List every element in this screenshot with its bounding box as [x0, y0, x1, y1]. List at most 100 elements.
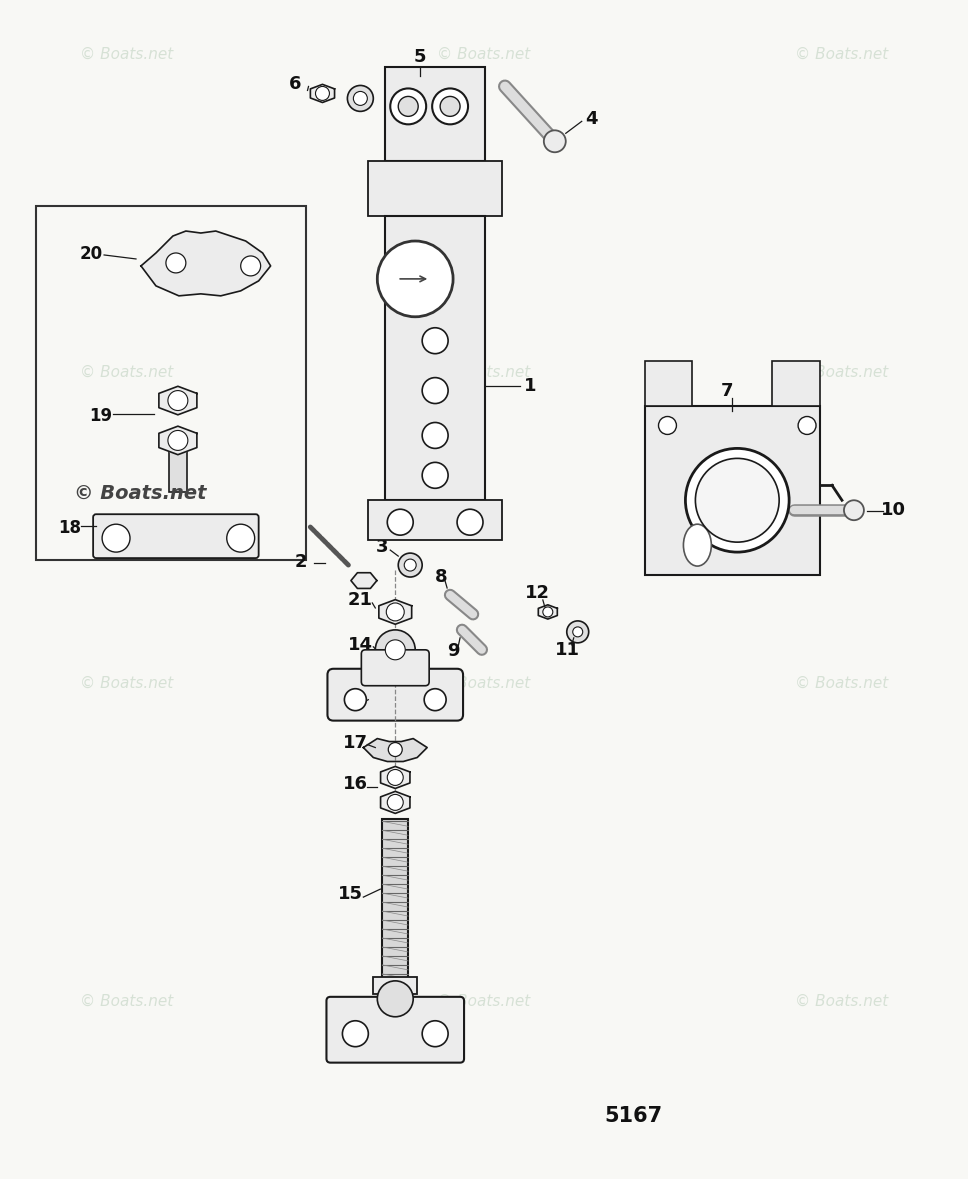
- Text: © Boats.net: © Boats.net: [80, 47, 173, 62]
- Circle shape: [167, 390, 188, 410]
- Text: 5167: 5167: [605, 1106, 663, 1126]
- Text: © Boats.net: © Boats.net: [438, 676, 530, 691]
- Polygon shape: [351, 573, 377, 588]
- Text: © Boats.net: © Boats.net: [795, 676, 888, 691]
- Circle shape: [405, 559, 416, 571]
- Text: 19: 19: [89, 407, 112, 424]
- Circle shape: [422, 1021, 448, 1047]
- FancyBboxPatch shape: [327, 668, 463, 720]
- Circle shape: [573, 627, 583, 637]
- Text: 10: 10: [881, 501, 906, 519]
- Text: 15: 15: [338, 885, 363, 903]
- Text: 14: 14: [348, 635, 373, 654]
- Circle shape: [387, 509, 413, 535]
- Bar: [369, 162, 502, 216]
- Text: © Boats.net: © Boats.net: [795, 994, 888, 1008]
- Text: © Boats.net: © Boats.net: [438, 994, 530, 1008]
- Circle shape: [376, 630, 415, 670]
- Circle shape: [353, 92, 367, 105]
- Text: 11: 11: [556, 641, 580, 659]
- Circle shape: [798, 416, 816, 434]
- Circle shape: [543, 607, 553, 617]
- Circle shape: [398, 553, 422, 577]
- Ellipse shape: [683, 525, 711, 566]
- Circle shape: [844, 500, 863, 520]
- Text: © Boats.net: © Boats.net: [795, 364, 888, 380]
- Text: 7: 7: [721, 382, 734, 400]
- Circle shape: [386, 602, 405, 621]
- Polygon shape: [380, 766, 409, 789]
- Bar: [382, 819, 408, 979]
- Circle shape: [166, 253, 186, 272]
- Circle shape: [695, 459, 779, 542]
- Text: © Boats.net: © Boats.net: [80, 676, 173, 691]
- Polygon shape: [141, 231, 271, 296]
- Bar: [165, 433, 191, 448]
- Circle shape: [348, 85, 374, 111]
- Text: 6: 6: [289, 75, 302, 93]
- Circle shape: [424, 689, 446, 711]
- Circle shape: [457, 509, 483, 535]
- Text: 8: 8: [435, 568, 447, 586]
- Polygon shape: [159, 387, 197, 415]
- Circle shape: [440, 97, 460, 117]
- Circle shape: [343, 1021, 369, 1047]
- Polygon shape: [538, 605, 558, 619]
- Text: 9: 9: [447, 641, 460, 660]
- Circle shape: [658, 416, 677, 434]
- Circle shape: [422, 462, 448, 488]
- Text: 5: 5: [414, 47, 427, 66]
- Text: 4: 4: [586, 111, 598, 129]
- Circle shape: [432, 88, 469, 124]
- Circle shape: [378, 981, 413, 1016]
- Circle shape: [685, 448, 789, 552]
- Bar: [374, 977, 417, 994]
- Circle shape: [241, 256, 260, 276]
- Bar: [385, 216, 485, 500]
- Circle shape: [316, 86, 329, 100]
- Text: 2: 2: [294, 553, 307, 571]
- Circle shape: [345, 689, 366, 711]
- Text: 3: 3: [376, 538, 388, 556]
- Text: © Boats.net: © Boats.net: [438, 364, 530, 380]
- Bar: [645, 406, 820, 575]
- Polygon shape: [380, 791, 409, 814]
- Text: © Boats.net: © Boats.net: [438, 47, 530, 62]
- Circle shape: [422, 377, 448, 403]
- Polygon shape: [159, 426, 197, 455]
- Bar: [772, 361, 820, 406]
- Bar: [369, 500, 502, 540]
- Text: 20: 20: [79, 245, 103, 263]
- Polygon shape: [363, 738, 427, 762]
- Circle shape: [398, 97, 418, 117]
- Polygon shape: [378, 600, 411, 624]
- FancyBboxPatch shape: [93, 514, 258, 558]
- Text: 13: 13: [336, 696, 361, 713]
- Text: 16: 16: [343, 776, 368, 793]
- Circle shape: [390, 88, 426, 124]
- Text: 18: 18: [58, 519, 80, 538]
- Circle shape: [167, 430, 188, 450]
- Circle shape: [422, 422, 448, 448]
- Bar: [36, 206, 306, 560]
- FancyBboxPatch shape: [326, 996, 464, 1062]
- Circle shape: [227, 525, 255, 552]
- Text: 1: 1: [524, 376, 536, 395]
- Text: 21: 21: [348, 591, 373, 610]
- Circle shape: [102, 525, 130, 552]
- Text: © Boats.net: © Boats.net: [80, 994, 173, 1008]
- Text: © Boats.net: © Boats.net: [795, 47, 888, 62]
- Bar: [645, 361, 692, 406]
- Text: © Boats.net: © Boats.net: [74, 483, 206, 502]
- Circle shape: [387, 770, 404, 785]
- Circle shape: [387, 795, 404, 810]
- Circle shape: [544, 131, 565, 152]
- Text: 17: 17: [343, 733, 368, 751]
- Text: © Boats.net: © Boats.net: [80, 364, 173, 380]
- FancyBboxPatch shape: [361, 650, 429, 686]
- Circle shape: [378, 241, 453, 317]
- Circle shape: [385, 640, 406, 660]
- Bar: [168, 444, 187, 493]
- Circle shape: [388, 743, 403, 757]
- Text: 12: 12: [526, 584, 551, 602]
